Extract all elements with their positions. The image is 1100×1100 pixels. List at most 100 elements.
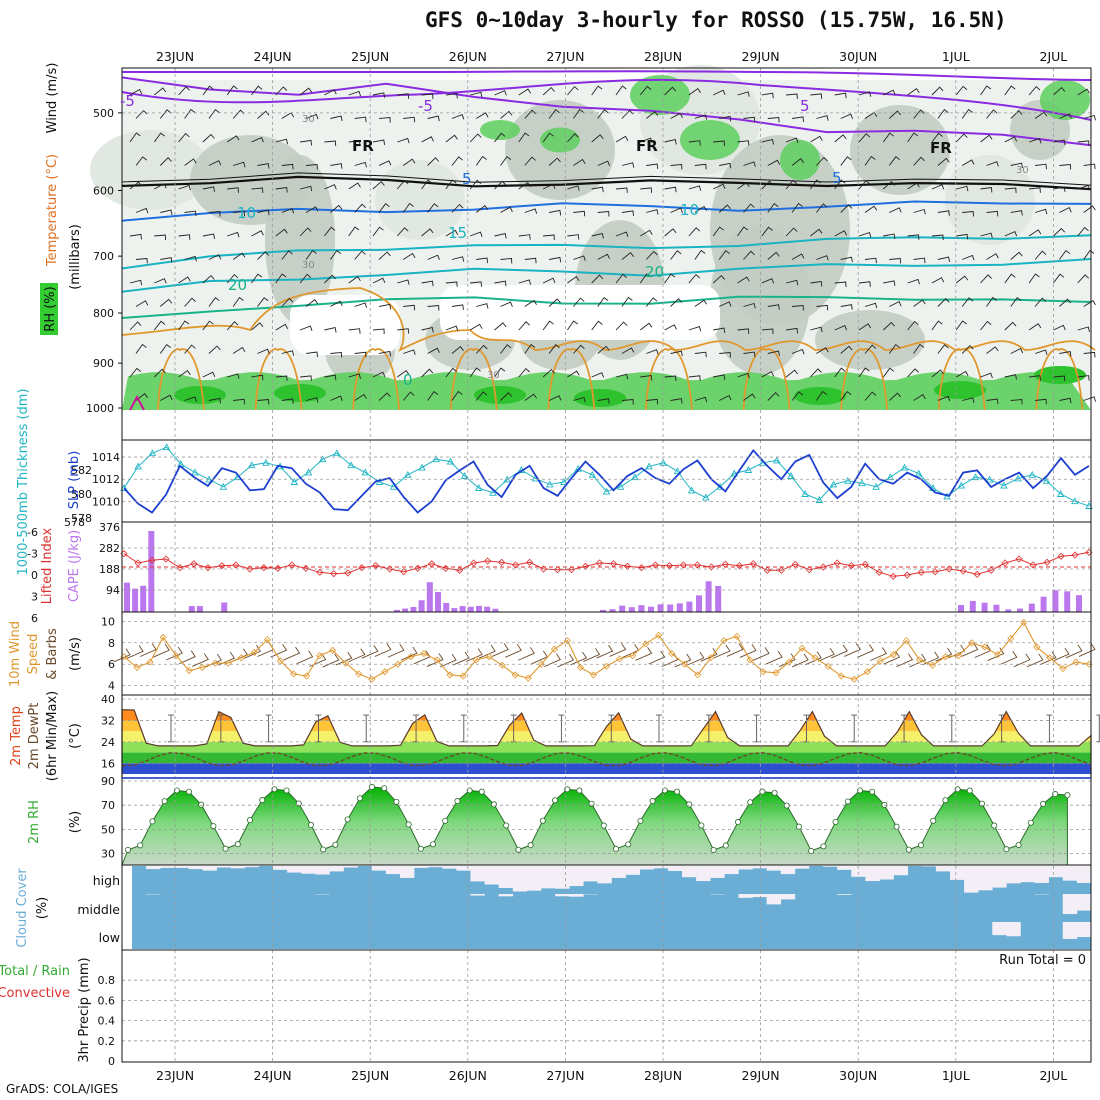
surface-wind-barb bbox=[505, 644, 522, 658]
cape-bar bbox=[140, 585, 147, 612]
li-point bbox=[302, 564, 310, 572]
li-point bbox=[218, 562, 226, 570]
cape-tick-label: 94 bbox=[106, 584, 120, 597]
wind-barb bbox=[573, 210, 586, 217]
rh-tick-label: 90 bbox=[101, 775, 115, 788]
li-point bbox=[917, 568, 925, 576]
cape-bar bbox=[705, 581, 712, 612]
wind-barb bbox=[646, 111, 659, 119]
wind-barb bbox=[840, 304, 853, 310]
rh-green-upper-1 bbox=[680, 120, 740, 160]
wind-tick-label: 10 bbox=[101, 615, 115, 628]
rh-point bbox=[442, 817, 449, 824]
wind-barb bbox=[427, 305, 440, 311]
cloud-high-cell bbox=[964, 866, 979, 893]
wind-barb bbox=[816, 255, 829, 261]
cape-bar bbox=[969, 600, 976, 612]
surface-wind-barb bbox=[752, 647, 770, 661]
wind-barb bbox=[208, 397, 221, 404]
wind-barb bbox=[913, 109, 925, 119]
wind-barb bbox=[840, 204, 853, 213]
wind-barb bbox=[281, 208, 295, 214]
contour-label: 30 bbox=[302, 260, 315, 271]
wind-barb bbox=[159, 109, 172, 119]
wind-barb bbox=[639, 85, 652, 96]
wind-barb bbox=[372, 180, 385, 190]
wind-barb bbox=[761, 92, 774, 99]
wind-barb bbox=[719, 115, 732, 122]
contour-label: 5 bbox=[462, 170, 472, 188]
wind-barb bbox=[810, 93, 823, 99]
cloud-high-cell bbox=[216, 866, 232, 868]
wind-point bbox=[629, 652, 637, 660]
temp-band bbox=[122, 709, 1091, 710]
wind-barb bbox=[688, 227, 701, 237]
wind-barb bbox=[354, 250, 366, 260]
cloud-high-cell bbox=[484, 866, 499, 885]
wind-barb bbox=[591, 274, 604, 284]
rh-point bbox=[796, 823, 803, 830]
wind-point bbox=[602, 662, 611, 670]
wind-barb bbox=[300, 139, 313, 146]
contour-label: FR bbox=[930, 139, 952, 157]
wind-point bbox=[446, 671, 454, 679]
surface-wind-barb bbox=[700, 648, 718, 662]
cloud-high-cell bbox=[1020, 866, 1035, 883]
wind-barb bbox=[955, 370, 969, 378]
cloud-high-cell bbox=[188, 866, 203, 870]
contour-label: 5 bbox=[800, 97, 810, 115]
minmax-whisker bbox=[948, 714, 955, 743]
wind-barb bbox=[615, 85, 627, 96]
rh-point bbox=[649, 798, 656, 805]
temp-band bbox=[122, 731, 1091, 742]
wind-barb bbox=[567, 85, 579, 96]
wind-barb bbox=[251, 137, 264, 143]
wind-barb bbox=[573, 108, 584, 119]
wind-barb bbox=[712, 226, 724, 237]
wind-barb bbox=[251, 230, 264, 237]
wind-barb bbox=[372, 139, 386, 145]
wind-barb bbox=[202, 233, 215, 239]
wind-barb bbox=[883, 233, 896, 239]
cape-bar bbox=[715, 585, 722, 612]
wind-barb bbox=[640, 187, 653, 193]
cape-bar bbox=[221, 602, 228, 612]
wind-barb bbox=[348, 226, 360, 237]
rh-point bbox=[857, 787, 864, 794]
wind-barb bbox=[226, 85, 238, 96]
wind-barb bbox=[961, 108, 973, 119]
cloud-middle-cell bbox=[837, 894, 852, 895]
wind-barb bbox=[348, 182, 361, 190]
wind-barb bbox=[980, 320, 992, 331]
cape-bar bbox=[600, 609, 606, 612]
wind-barb bbox=[858, 179, 871, 190]
li-point bbox=[1071, 551, 1079, 559]
cloud-low-cell bbox=[1006, 922, 1021, 937]
wind-barb bbox=[986, 253, 999, 260]
run-total-label: Run Total = 0 bbox=[999, 953, 1086, 968]
wind-point bbox=[250, 648, 258, 656]
temp-ylabel-4: (°C) bbox=[68, 723, 83, 749]
wind-barb bbox=[348, 275, 361, 284]
date-label-bottom: 27JUN bbox=[546, 1068, 584, 1083]
surface-wind-barb bbox=[1039, 651, 1057, 666]
wind-barb bbox=[670, 207, 683, 213]
rh-point bbox=[698, 822, 705, 829]
wind-barb bbox=[621, 296, 633, 307]
cape-bar bbox=[410, 606, 417, 612]
surface-wind-barb bbox=[961, 643, 979, 657]
wind-point bbox=[329, 646, 337, 654]
wind-barb bbox=[621, 162, 635, 168]
wind-point bbox=[172, 652, 180, 660]
minmax-whisker bbox=[753, 714, 760, 743]
wind-barb bbox=[427, 254, 440, 260]
precip-tick-label: 0 bbox=[108, 1055, 115, 1068]
wind-point bbox=[941, 653, 950, 661]
wind-barb bbox=[761, 278, 775, 284]
rh-green-upper-0 bbox=[630, 75, 690, 115]
surface-wind-barb bbox=[335, 651, 353, 666]
wind-barb bbox=[913, 156, 925, 166]
wind-barb bbox=[226, 135, 240, 143]
wind-barb bbox=[305, 113, 319, 120]
wind-point bbox=[146, 658, 154, 666]
